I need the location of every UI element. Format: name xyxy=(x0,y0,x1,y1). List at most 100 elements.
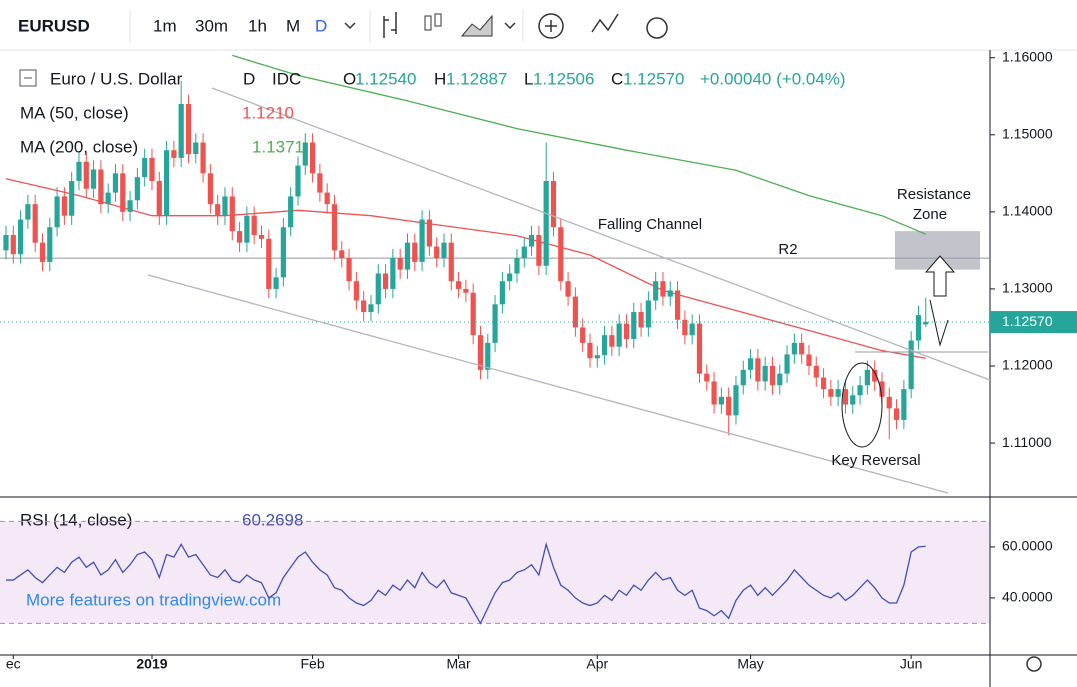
candle-icon[interactable] xyxy=(424,15,432,31)
candle-body xyxy=(98,169,104,205)
dropdown[interactable] xyxy=(504,22,516,30)
candle-body xyxy=(397,258,403,270)
y-tick-label: 1.14000 xyxy=(1002,203,1053,219)
candle-body xyxy=(872,369,878,382)
candle-body xyxy=(295,165,301,197)
candle-body xyxy=(25,204,31,220)
rsi-tick-label: 60.0000 xyxy=(1002,538,1053,554)
ohlc-value: 1.12540 xyxy=(355,69,416,88)
candle-body xyxy=(193,142,199,155)
candle-body xyxy=(653,281,659,301)
dropdown[interactable] xyxy=(344,22,356,30)
annotation: Resistance xyxy=(897,186,971,203)
legend-title: Euro / U.S. Dollar xyxy=(50,69,183,88)
candle-body xyxy=(813,365,819,378)
candle-body xyxy=(375,273,381,305)
candle-body xyxy=(901,389,907,420)
candle-body xyxy=(769,365,776,386)
candle-body xyxy=(806,354,812,366)
candle-body xyxy=(222,196,228,216)
rsi-band xyxy=(0,521,990,624)
candle-body xyxy=(361,300,367,313)
annotation: Falling Channel xyxy=(598,216,702,233)
up-arrow xyxy=(924,255,956,297)
y-tick-label: 1.15000 xyxy=(1002,125,1053,141)
x-tick-label: May xyxy=(737,656,763,672)
candle-body xyxy=(134,177,140,201)
interval-button[interactable]: 30m xyxy=(195,16,228,35)
candle-body xyxy=(908,340,914,390)
settings-icon[interactable] xyxy=(1026,656,1042,672)
candle-body xyxy=(528,234,535,247)
candle-body xyxy=(667,290,673,297)
candle-body xyxy=(382,273,389,289)
candle-body xyxy=(156,181,162,216)
candle-body xyxy=(54,196,60,228)
candle-body xyxy=(441,242,447,259)
candle-body xyxy=(215,204,221,216)
candle-body xyxy=(638,312,644,328)
candle-body xyxy=(828,389,834,397)
candle-body xyxy=(236,231,243,243)
interval-button[interactable]: 1m xyxy=(153,16,177,35)
interval-button[interactable]: 1h xyxy=(248,16,267,35)
candle-body xyxy=(244,215,250,243)
candle-body xyxy=(32,204,38,243)
candle-body xyxy=(83,161,89,189)
candle-body xyxy=(258,234,265,239)
x-tick-label: Feb xyxy=(301,656,325,672)
bar-style-icon[interactable] xyxy=(383,12,397,38)
annotation: Zone xyxy=(913,206,947,223)
candle-body xyxy=(120,173,126,212)
x-tick-label: ec xyxy=(6,656,21,672)
candle-body xyxy=(755,358,761,382)
candle-body xyxy=(747,358,754,370)
candle-body xyxy=(718,396,724,405)
candle-body xyxy=(485,342,491,370)
interval-button[interactable]: M xyxy=(286,16,300,35)
compare-icon[interactable] xyxy=(591,13,619,33)
candle-body xyxy=(324,192,330,205)
rsi-tick-label: 40.0000 xyxy=(1002,589,1053,605)
candle-body xyxy=(404,242,411,270)
interval-button[interactable]: D xyxy=(315,16,327,35)
watermark[interactable]: More features on tradingview.com xyxy=(26,590,281,609)
candle-body xyxy=(835,389,841,397)
candle-body xyxy=(455,281,462,289)
symbol[interactable]: EURUSD xyxy=(18,16,90,35)
candle-body xyxy=(309,142,316,174)
candle-body xyxy=(791,342,797,355)
last-price-label: 1.12570 xyxy=(1002,313,1053,329)
area-icon[interactable] xyxy=(460,14,493,37)
candle-body xyxy=(171,150,177,158)
candle-body xyxy=(90,169,97,189)
ohlc-key: H xyxy=(434,69,446,88)
candle-body xyxy=(682,319,688,336)
candle-body xyxy=(514,258,520,274)
candle-body xyxy=(879,381,885,397)
ohlc-key: O xyxy=(343,69,356,88)
candle-body xyxy=(689,323,695,336)
candle-body xyxy=(280,227,286,278)
alert-icon[interactable] xyxy=(646,17,668,39)
candle-icon[interactable] xyxy=(434,13,442,27)
candle-body xyxy=(704,373,710,382)
candle-body xyxy=(799,342,805,355)
candle-body xyxy=(543,181,549,266)
indicators-icon[interactable] xyxy=(538,13,564,39)
candle-body xyxy=(565,281,571,297)
candle-body xyxy=(412,242,418,262)
channel-upper xyxy=(211,87,991,381)
candle-body xyxy=(200,142,206,174)
reversal-ellipse xyxy=(841,362,883,448)
collapse-button[interactable] xyxy=(19,69,37,87)
candle-body xyxy=(623,323,630,340)
candle-body xyxy=(711,381,717,405)
candle-body xyxy=(660,281,666,297)
ohlc-value: 1.12506 xyxy=(533,69,594,88)
candle-body xyxy=(784,354,790,374)
candle-body xyxy=(317,173,323,193)
candle-body xyxy=(492,304,498,343)
candle-body xyxy=(149,157,155,182)
candle-body xyxy=(616,323,622,347)
